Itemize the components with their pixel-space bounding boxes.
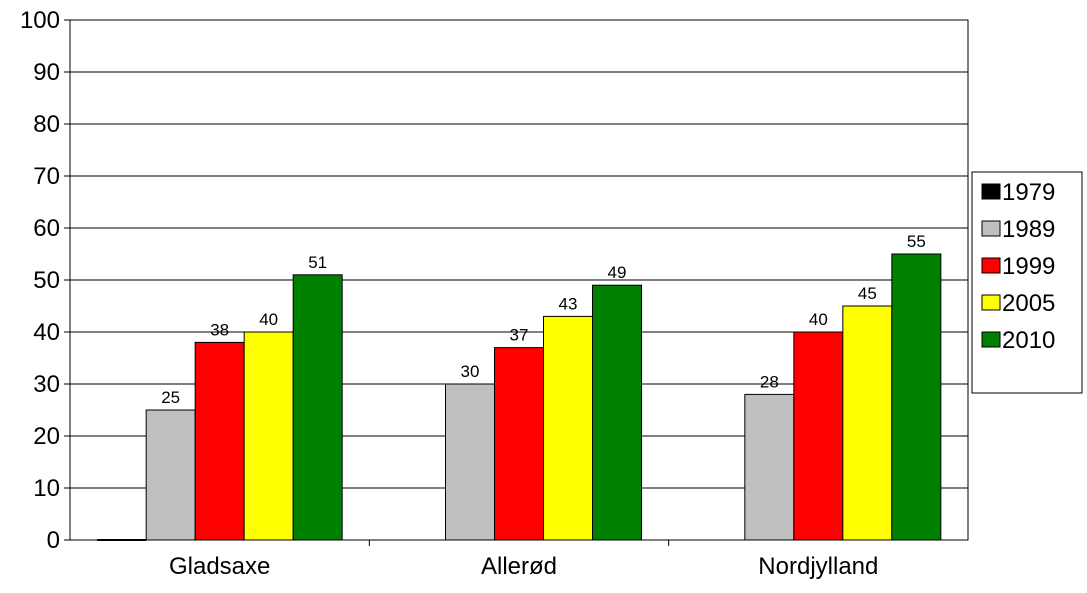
y-tick-label: 20 bbox=[33, 423, 60, 450]
bar-1999-0 bbox=[194, 341, 245, 541]
bar-2005-0 bbox=[243, 331, 294, 541]
data-label: 30 bbox=[461, 362, 480, 381]
y-tick-label: 90 bbox=[33, 59, 60, 86]
data-label: 51 bbox=[308, 253, 327, 272]
bars bbox=[97, 253, 942, 541]
y-tick-label: 100 bbox=[20, 7, 60, 34]
bar-2010-0 bbox=[292, 274, 343, 541]
bar-1999-2 bbox=[793, 331, 844, 541]
plot-area-frame bbox=[69, 19, 969, 541]
bar-2010-2 bbox=[891, 253, 942, 541]
data-label: 45 bbox=[858, 284, 877, 303]
data-label: 37 bbox=[510, 326, 529, 345]
x-category-label: Nordjylland bbox=[758, 553, 878, 580]
legend: 1979 1989 1999 2005 2010 bbox=[971, 171, 1083, 394]
legend-label-1979: 1979 bbox=[1002, 179, 1055, 206]
data-labels: 25 38 40 51 30 37 43 49 28 40 45 55 bbox=[161, 232, 926, 407]
data-label: 40 bbox=[809, 310, 828, 329]
bar-2010-1 bbox=[592, 284, 642, 541]
legend-box bbox=[971, 171, 1083, 394]
legend-label-1999: 1999 bbox=[1002, 253, 1055, 280]
axes: 0 10 20 30 40 50 60 70 80 90 100 Gladsaxe Allerød Nor… bbox=[20, 7, 969, 580]
data-label: 55 bbox=[907, 232, 926, 251]
bar-1989-2 bbox=[744, 393, 795, 541]
data-label: 25 bbox=[161, 388, 180, 407]
y-tick-label: 70 bbox=[33, 163, 60, 190]
y-tick-label: 30 bbox=[33, 371, 60, 398]
y-tick-label: 40 bbox=[33, 319, 60, 346]
x-category-label: Gladsaxe bbox=[169, 553, 270, 580]
y-tick-label: 60 bbox=[33, 215, 60, 242]
x-category-label: Allerød bbox=[481, 553, 557, 580]
y-tick-label: 0 bbox=[47, 527, 60, 554]
data-label: 38 bbox=[210, 320, 229, 339]
legend-swatch-1999 bbox=[981, 257, 1001, 274]
bar-1989-1 bbox=[445, 383, 495, 541]
data-label: 40 bbox=[259, 310, 278, 329]
legend-swatch-2010 bbox=[981, 331, 1001, 348]
y-tick-label: 50 bbox=[33, 267, 60, 294]
data-label: 49 bbox=[608, 263, 627, 282]
bar-1999-1 bbox=[494, 347, 544, 541]
bar-1989-0 bbox=[145, 409, 196, 541]
legend-label-2005: 2005 bbox=[1002, 290, 1055, 317]
legend-swatch-1979 bbox=[981, 183, 1001, 200]
y-tick-label: 10 bbox=[33, 475, 60, 502]
legend-swatch-2005 bbox=[981, 294, 1001, 311]
data-label: 28 bbox=[760, 372, 779, 391]
bar-2005-1 bbox=[543, 315, 593, 541]
y-tick-label: 80 bbox=[33, 111, 60, 138]
legend-swatch-1989 bbox=[981, 220, 1001, 237]
bar-2005-2 bbox=[842, 305, 893, 541]
legend-label-2010: 2010 bbox=[1002, 327, 1055, 354]
data-label: 43 bbox=[559, 294, 578, 313]
legend-label-1989: 1989 bbox=[1002, 216, 1055, 243]
